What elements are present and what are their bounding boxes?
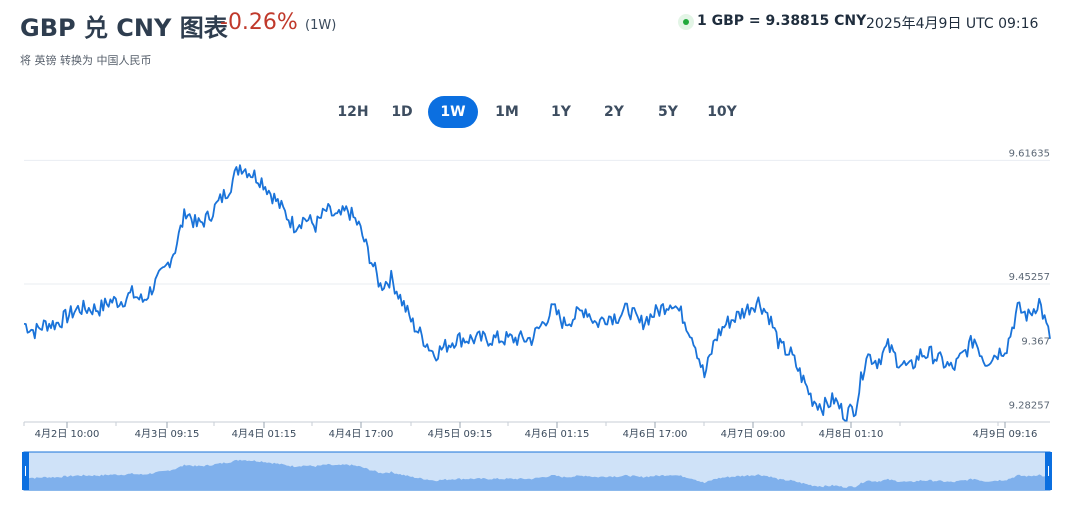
x-tick-label: 4月8日 01:10 <box>819 428 884 440</box>
navigator-area <box>24 459 1050 490</box>
tab-2y[interactable]: 2Y <box>604 104 624 120</box>
conversion-subtitle: 将 英镑 转换为 中国人民币 <box>20 54 152 67</box>
x-tick-label: 4月7日 09:00 <box>721 428 786 440</box>
x-tick-label: 4月9日 09:16 <box>973 428 1038 440</box>
y-tick-label: 9.28257 <box>1009 401 1050 412</box>
tab-12h[interactable]: 12H <box>337 104 369 120</box>
x-tick-label: 4月2日 10:00 <box>35 428 100 440</box>
tab-1y[interactable]: 1Y <box>551 104 571 120</box>
exchange-rate: 1 GBP = 9.38815 CNY <box>697 13 867 29</box>
tab-5y[interactable]: 5Y <box>658 104 678 120</box>
change-period: (1W) <box>305 18 337 33</box>
change-percent: -0.26% <box>220 10 298 35</box>
chart-title: GBP 兑 CNY 图表 <box>20 14 228 42</box>
x-tick-label: 4月3日 09:15 <box>135 428 200 440</box>
tab-10y[interactable]: 10Y <box>707 104 737 120</box>
exchange-rate-chart: 9.61635 9.45257 9.367 9.28257 4月2日 10:00 4月3… <box>22 148 1052 491</box>
x-tick-label: 4月5日 09:15 <box>428 428 493 440</box>
x-tick-label: 4月6日 01:15 <box>525 428 590 440</box>
tab-1m[interactable]: 1M <box>495 104 519 120</box>
y-tick-label: 9.45257 <box>1009 272 1050 283</box>
x-tick-label: 4月4日 17:00 <box>329 428 394 440</box>
x-tick-label: 4月4日 01:15 <box>232 428 297 440</box>
tab-1w[interactable]: 1W <box>428 96 478 128</box>
y-tick-label: 9.367 <box>1021 337 1050 348</box>
x-tick-label: 4月6日 17:00 <box>623 428 688 440</box>
y-tick-label: 9.61635 <box>1009 148 1050 159</box>
series-line <box>23 164 1051 423</box>
range-tabs: 12H 1D 1W 1M 1Y 2Y 5Y 10Y <box>330 96 750 128</box>
rate-timestamp: 2025年4月9日 UTC 09:16 <box>866 16 1039 32</box>
tab-1d[interactable]: 1D <box>391 104 413 120</box>
live-status-dot-icon <box>678 14 694 30</box>
